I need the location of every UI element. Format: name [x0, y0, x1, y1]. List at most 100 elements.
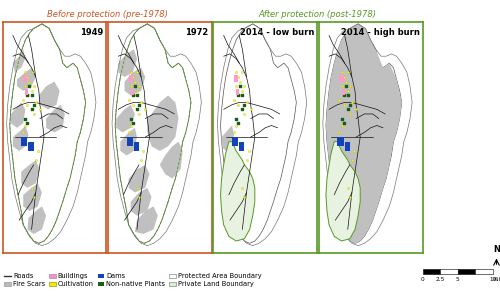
Point — [129, 102, 137, 107]
Point — [346, 195, 354, 200]
Polygon shape — [160, 142, 182, 179]
Polygon shape — [135, 206, 158, 234]
Bar — [26, 88, 29, 95]
Point — [124, 98, 132, 103]
Point — [340, 93, 347, 98]
Point — [30, 102, 38, 107]
Point — [20, 98, 28, 103]
Bar — [239, 142, 244, 151]
Polygon shape — [10, 24, 86, 243]
Point — [130, 93, 138, 98]
Bar — [458, 269, 475, 274]
Text: Kilometers: Kilometers — [493, 277, 500, 282]
Text: 1949: 1949 — [80, 28, 103, 38]
Point — [340, 102, 347, 107]
Point — [124, 130, 132, 135]
Point — [30, 111, 38, 116]
Point — [344, 107, 351, 112]
Point — [22, 84, 30, 89]
Polygon shape — [220, 142, 255, 241]
Point — [240, 195, 248, 200]
Text: 0: 0 — [420, 277, 424, 282]
Point — [133, 88, 141, 93]
Point — [131, 84, 139, 89]
Point — [338, 84, 345, 89]
Bar — [338, 137, 344, 146]
Point — [338, 70, 345, 75]
Bar — [476, 269, 493, 274]
Point — [342, 84, 349, 89]
Point — [344, 185, 351, 190]
Point — [131, 79, 139, 84]
Bar — [342, 88, 344, 95]
Point — [238, 107, 246, 112]
Point — [240, 111, 248, 116]
Bar — [126, 137, 133, 146]
Text: 2014 - low burn: 2014 - low burn — [240, 28, 314, 38]
Polygon shape — [326, 142, 360, 241]
Point — [30, 84, 38, 89]
Point — [242, 100, 250, 105]
Point — [139, 148, 147, 153]
Point — [133, 185, 141, 190]
Polygon shape — [118, 49, 137, 77]
Point — [240, 84, 248, 89]
Point — [344, 88, 351, 93]
Point — [28, 107, 36, 112]
Point — [232, 84, 240, 89]
Point — [244, 148, 252, 153]
Point — [352, 107, 360, 112]
Bar — [134, 142, 139, 151]
Point — [137, 158, 145, 163]
Text: 2014 - high burn: 2014 - high burn — [340, 28, 419, 38]
Bar — [21, 137, 28, 146]
Point — [338, 123, 345, 128]
Bar — [130, 88, 134, 95]
Polygon shape — [24, 183, 42, 211]
Point — [129, 93, 137, 98]
Point — [26, 79, 34, 84]
Polygon shape — [13, 126, 28, 151]
Point — [36, 107, 44, 112]
Text: 5: 5 — [456, 277, 460, 282]
Point — [135, 195, 143, 200]
Polygon shape — [13, 49, 26, 72]
Point — [129, 75, 137, 79]
Point — [236, 84, 244, 89]
Point — [24, 93, 32, 98]
Text: After protection (post-1978): After protection (post-1978) — [259, 10, 377, 19]
Point — [242, 158, 250, 163]
Point — [246, 107, 254, 112]
Point — [238, 93, 246, 98]
Polygon shape — [21, 160, 40, 188]
Polygon shape — [148, 95, 178, 151]
Point — [135, 102, 143, 107]
Point — [344, 93, 351, 98]
Polygon shape — [28, 206, 46, 234]
Point — [348, 100, 356, 105]
Point — [346, 102, 354, 107]
Bar — [234, 75, 238, 82]
Point — [236, 79, 244, 84]
Bar — [440, 269, 458, 274]
Point — [24, 93, 32, 98]
Bar — [232, 137, 238, 146]
Polygon shape — [222, 126, 234, 151]
Point — [336, 98, 344, 103]
Point — [34, 148, 42, 153]
Polygon shape — [128, 165, 150, 192]
Point — [344, 70, 351, 75]
Point — [238, 70, 246, 75]
Point — [238, 88, 246, 93]
Polygon shape — [220, 24, 296, 243]
Point — [346, 111, 354, 116]
Point — [28, 88, 36, 93]
Point — [238, 185, 246, 190]
Point — [28, 70, 36, 75]
Polygon shape — [130, 188, 152, 216]
Point — [22, 123, 30, 128]
Bar — [24, 75, 28, 82]
Point — [232, 123, 240, 128]
Point — [230, 130, 238, 135]
Point — [235, 93, 243, 98]
